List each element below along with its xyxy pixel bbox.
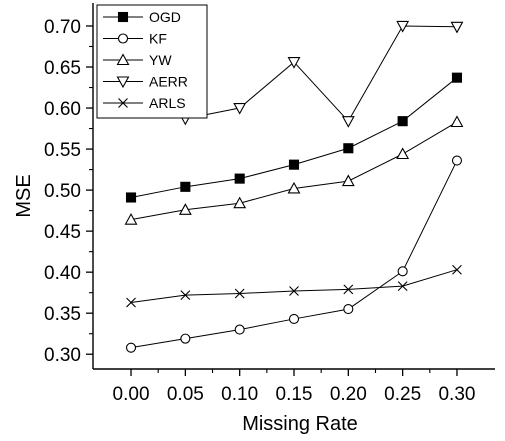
series-line-arls [130, 269, 458, 304]
data-point-ogd [125, 192, 137, 203]
data-point-arls [180, 290, 191, 301]
x-tick-label: 0.25 [384, 384, 421, 405]
data-point-kf [234, 324, 245, 335]
y-tick-label: 0.65 [44, 58, 81, 79]
legend-item-yw: YW [103, 52, 172, 68]
legend-item-ogd: OGD [103, 9, 181, 25]
data-point-arls [397, 281, 408, 292]
legend-marker-yw [116, 53, 130, 66]
data-point-aerr [287, 57, 301, 69]
y-tick-label: 0.30 [44, 345, 81, 366]
legend-marker-kf [117, 33, 129, 44]
legend-marker-arls [118, 98, 128, 108]
x-tick-label: 0.10 [221, 384, 258, 405]
data-point-kf [397, 266, 408, 277]
legend: OGD KF YW AERR ARLS [96, 4, 208, 119]
data-point-aerr [450, 21, 464, 34]
legend-marker-aerr [116, 76, 130, 89]
data-point-ogd [234, 173, 245, 184]
data-point-kf [125, 342, 137, 353]
x-tick-label: 0.30 [438, 384, 475, 405]
data-point-yw [450, 115, 464, 128]
x-tick-label: 0.20 [330, 384, 367, 405]
y-tick-label: 0.70 [44, 17, 81, 38]
data-point-arls [452, 264, 462, 275]
legend-item-kf: KF [103, 31, 167, 47]
legend-label-arls: ARLS [149, 95, 186, 111]
data-point-ogd [288, 159, 300, 170]
data-point-arls [126, 297, 136, 308]
data-point-yw [396, 147, 410, 160]
series [124, 20, 464, 353]
data-point-yw [124, 213, 138, 225]
y-axis-title: MSE [13, 174, 35, 217]
y-tick-label: 0.55 [44, 140, 81, 161]
y-tick-label: 0.60 [44, 99, 81, 120]
legend-box [96, 4, 208, 119]
ticks: 0.30 0.35 0.40 0.45 0.50 0.55 0.60 0.65 0.70 0.00… [44, 17, 475, 405]
data-point-yw [341, 174, 355, 187]
data-point-aerr [341, 116, 355, 128]
y-tick-label: 0.50 [44, 181, 81, 202]
data-point-ogd [180, 181, 191, 192]
data-point-aerr [396, 20, 410, 33]
data-point-kf [288, 313, 300, 324]
y-tick-label: 0.35 [44, 304, 81, 325]
data-point-arls [289, 286, 299, 296]
legend-item-aerr: AERR [103, 74, 188, 90]
data-point-yw [178, 203, 192, 215]
data-point-ogd [397, 116, 408, 127]
y-tick-label: 0.40 [44, 263, 81, 284]
legend-marker-ogd [117, 11, 129, 23]
data-point-ogd [451, 72, 463, 83]
series-line-yw [130, 121, 458, 221]
x-tick-label: 0.15 [276, 384, 313, 405]
legend-label-kf: KF [149, 31, 167, 47]
x-tick-label: 0.05 [167, 384, 204, 405]
x-tick-label: 0.00 [113, 384, 150, 405]
data-point-kf [451, 155, 463, 166]
data-point-yw [233, 196, 247, 209]
data-point-yw [287, 181, 301, 194]
data-point-arls [234, 288, 245, 299]
legend-label-ogd: OGD [149, 9, 181, 25]
series-arls [126, 264, 462, 308]
data-point-aerr [233, 102, 247, 115]
legend-label-aerr: AERR [149, 74, 188, 90]
series-kf [125, 155, 463, 353]
data-point-arls [343, 284, 354, 295]
data-point-kf [343, 304, 354, 315]
legend-item-arls: ARLS [103, 95, 186, 111]
data-point-ogd [343, 143, 354, 154]
data-point-kf [180, 333, 191, 344]
legend-label-yw: YW [149, 52, 172, 68]
series-ogd [125, 72, 463, 203]
y-tick-label: 0.45 [44, 222, 81, 243]
series-yw [124, 115, 464, 225]
x-axis-title: Missing Rate [242, 413, 358, 435]
